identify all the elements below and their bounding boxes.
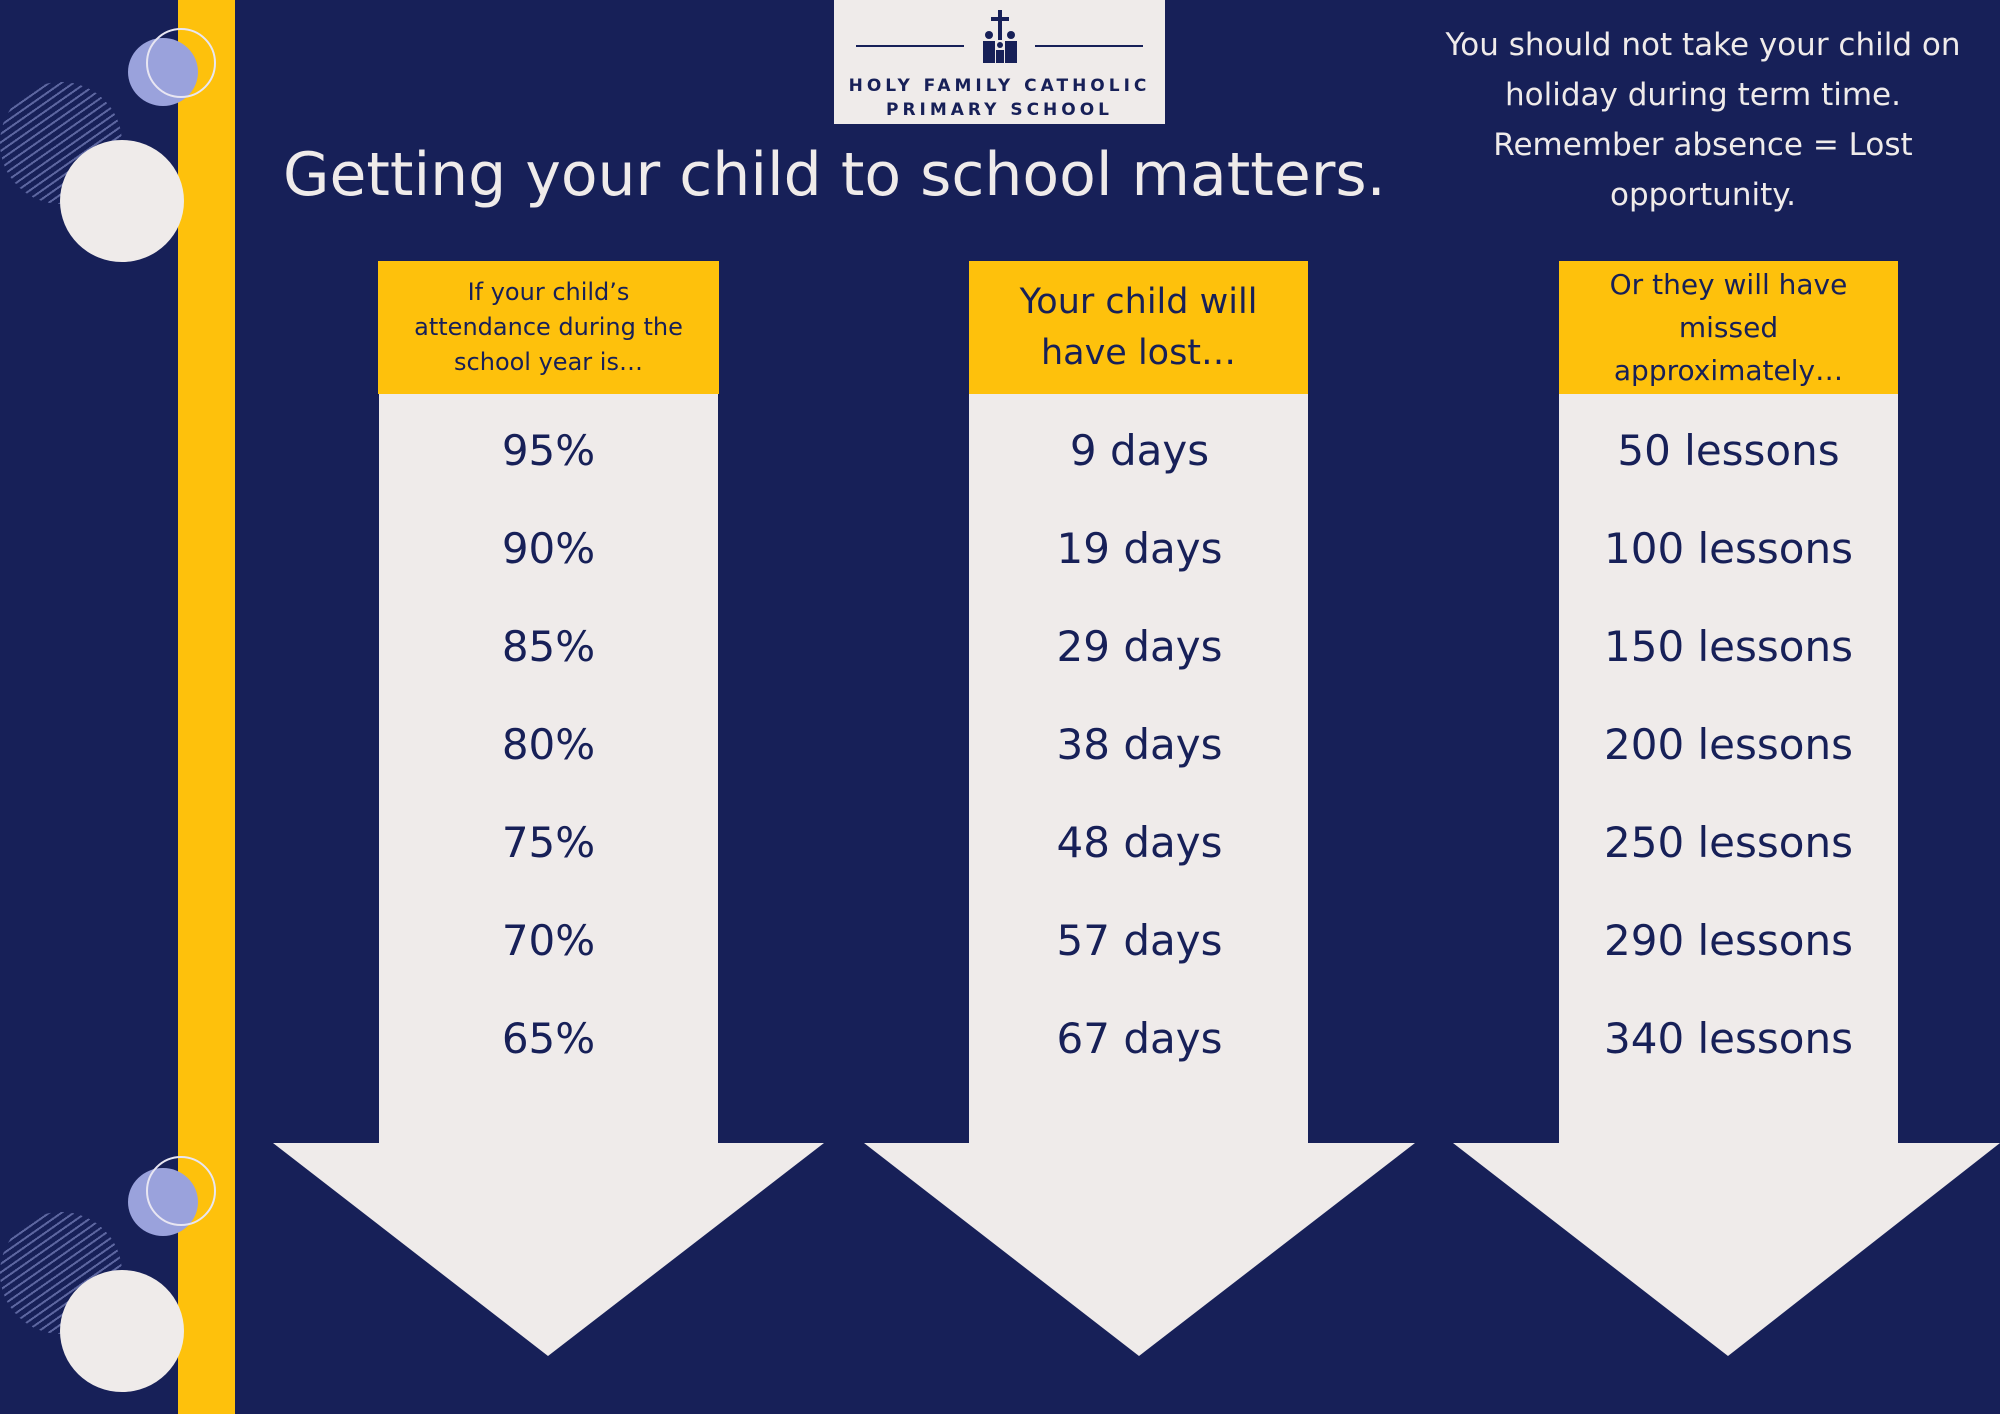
- days-lost-value: 48 days: [1056, 818, 1223, 867]
- column-header: Your child will have lost…: [969, 261, 1308, 394]
- arrow-shaft: [1559, 261, 1898, 1145]
- logo-school-name-line1: HOLY FAMILY CATHOLIC: [848, 76, 1151, 96]
- days-lost-value: 57 days: [1056, 916, 1223, 965]
- cross-and-family-icon: [983, 10, 1017, 63]
- school-logo: HOLY FAMILY CATHOLIC PRIMARY SCHOOL: [834, 0, 1165, 124]
- column-header-text: If your child’s attendance during the sc…: [414, 278, 683, 376]
- arrow-shaft: [379, 261, 718, 1145]
- white-circle-decoration-top: [60, 140, 184, 262]
- days-lost-value: 38 days: [1056, 720, 1223, 769]
- days-lost-value: 29 days: [1056, 622, 1223, 671]
- lessons-missed-value: 290 lessons: [1604, 916, 1853, 965]
- lessons-missed-value: 100 lessons: [1604, 524, 1853, 573]
- column-header: Or they will have missed approximately…: [1559, 261, 1898, 394]
- column-header-text: Or they will have missed approximately…: [1609, 268, 1848, 387]
- column-header: If your child’s attendance during the sc…: [378, 261, 719, 394]
- lessons-missed-column: Or they will have missed approximately… …: [1453, 261, 2000, 1356]
- days-lost-value: 67 days: [1056, 1014, 1223, 1063]
- logo-school-name-line2: PRIMARY SCHOOL: [885, 100, 1114, 120]
- attendance-value: 95%: [501, 426, 596, 475]
- logo-divider-left: [856, 45, 964, 47]
- lessons-missed-value: 340 lessons: [1604, 1014, 1853, 1063]
- lessons-missed-value: 250 lessons: [1604, 818, 1853, 867]
- attendance-value: 85%: [501, 622, 596, 671]
- attendance-value: 65%: [501, 1014, 596, 1063]
- days-lost-value: 9 days: [1069, 426, 1210, 475]
- arrow-shaft: [969, 261, 1308, 1145]
- attendance-column: If your child’s attendance during the sc…: [273, 261, 824, 1356]
- white-circle-decoration-bottom: [60, 1270, 184, 1392]
- holiday-notice: You should not take your child on holida…: [1445, 27, 1961, 213]
- lessons-missed-value: 50 lessons: [1617, 426, 1840, 475]
- attendance-value: 75%: [501, 818, 596, 867]
- lessons-missed-value: 200 lessons: [1604, 720, 1853, 769]
- column-header-text: Your child will have lost…: [1019, 281, 1258, 373]
- days-lost-value: 19 days: [1056, 524, 1223, 573]
- page-title: Getting your child to school matters.: [283, 140, 1386, 210]
- arrow-head: [1453, 1143, 2000, 1356]
- attendance-value: 90%: [501, 524, 596, 573]
- logo-divider-right: [1035, 45, 1143, 47]
- ring-decoration-bottom: [146, 1156, 216, 1226]
- lessons-missed-value: 150 lessons: [1604, 622, 1853, 671]
- ring-decoration-top: [146, 28, 216, 98]
- arrow-head: [864, 1143, 1415, 1356]
- arrow-head: [273, 1143, 824, 1356]
- days-lost-column: Your child will have lost… 9 days 19 day…: [864, 261, 1415, 1356]
- attendance-value: 70%: [501, 916, 596, 965]
- attendance-value: 80%: [501, 720, 596, 769]
